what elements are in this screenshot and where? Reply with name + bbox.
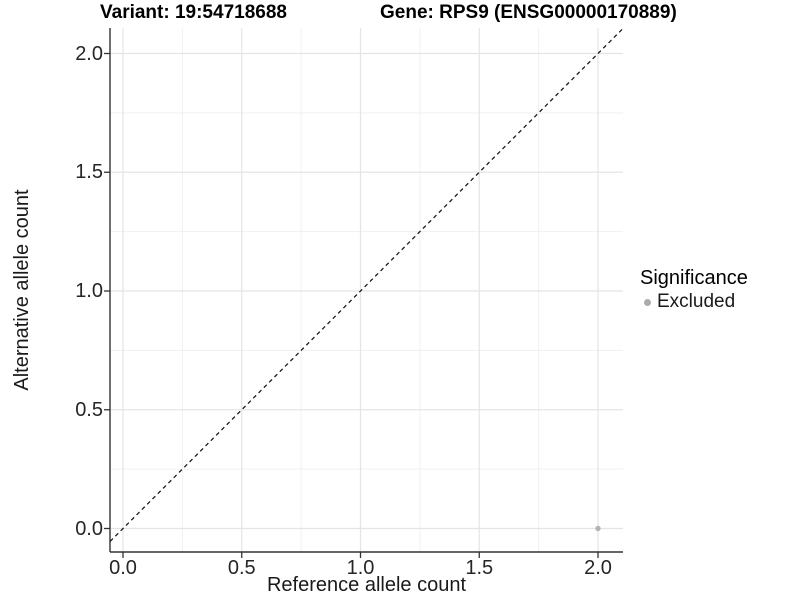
x-tick-label: 1.5 xyxy=(465,557,494,579)
legend-marker-icon xyxy=(644,298,651,306)
identity-reference-line xyxy=(110,28,623,543)
y-axis-title: Alternative allele count xyxy=(11,189,33,391)
y-tick-label: 0.0 xyxy=(75,517,103,540)
y-tick-label: 1.0 xyxy=(75,280,103,302)
x-axis-title: Reference allele count xyxy=(266,574,466,596)
legend-item-label: Excluded xyxy=(657,291,736,312)
legend-item-excluded: Excluded xyxy=(640,291,748,313)
x-tick-label: 1.0 xyxy=(346,557,375,579)
gene-title: Gene: RPS9 (ENSG00000170889) xyxy=(380,2,677,23)
y-tick-label: 1.5 xyxy=(75,161,103,184)
y-tick-label: 2.0 xyxy=(75,42,103,65)
x-tick-label: 0.5 xyxy=(227,557,256,579)
data-point xyxy=(595,525,601,532)
legend-title: Significance xyxy=(640,267,748,289)
x-tick-label: 0.0 xyxy=(109,557,137,579)
y-tick-label: 0.5 xyxy=(75,398,103,421)
x-tick-label: 2.0 xyxy=(584,557,612,579)
variant-title: Variant: 19:54718688 xyxy=(100,2,287,23)
legend: Significance Excluded xyxy=(640,266,748,313)
